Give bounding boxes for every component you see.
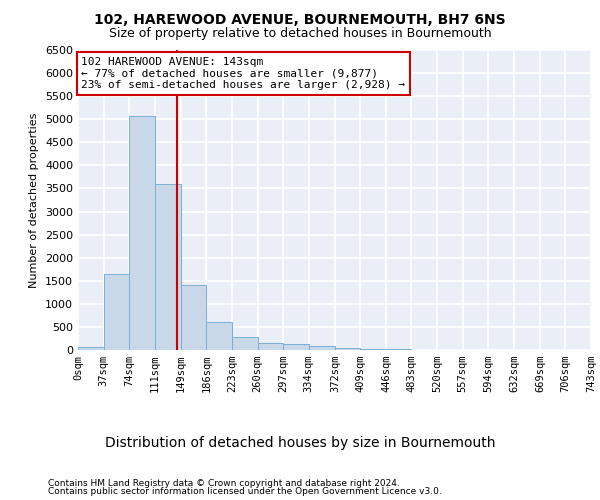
Y-axis label: Number of detached properties: Number of detached properties <box>29 112 40 288</box>
Bar <box>78 346 104 350</box>
Bar <box>104 274 129 350</box>
Text: Contains public sector information licensed under the Open Government Licence v3: Contains public sector information licen… <box>48 487 442 496</box>
Bar <box>129 116 155 350</box>
Bar <box>257 343 283 350</box>
Text: Contains HM Land Registry data © Crown copyright and database right 2024.: Contains HM Land Registry data © Crown c… <box>48 478 400 488</box>
Bar <box>181 286 206 350</box>
Text: Size of property relative to detached houses in Bournemouth: Size of property relative to detached ho… <box>109 28 491 40</box>
Text: Distribution of detached houses by size in Bournemouth: Distribution of detached houses by size … <box>105 436 495 450</box>
Bar <box>155 184 181 350</box>
Bar <box>308 346 335 350</box>
Bar <box>232 336 257 350</box>
Text: 102 HAREWOOD AVENUE: 143sqm
← 77% of detached houses are smaller (9,877)
23% of : 102 HAREWOOD AVENUE: 143sqm ← 77% of det… <box>82 57 406 90</box>
Text: 102, HAREWOOD AVENUE, BOURNEMOUTH, BH7 6NS: 102, HAREWOOD AVENUE, BOURNEMOUTH, BH7 6… <box>94 12 506 26</box>
Bar <box>361 349 386 350</box>
Bar <box>335 348 361 350</box>
Bar <box>206 322 232 350</box>
Bar <box>283 344 308 350</box>
